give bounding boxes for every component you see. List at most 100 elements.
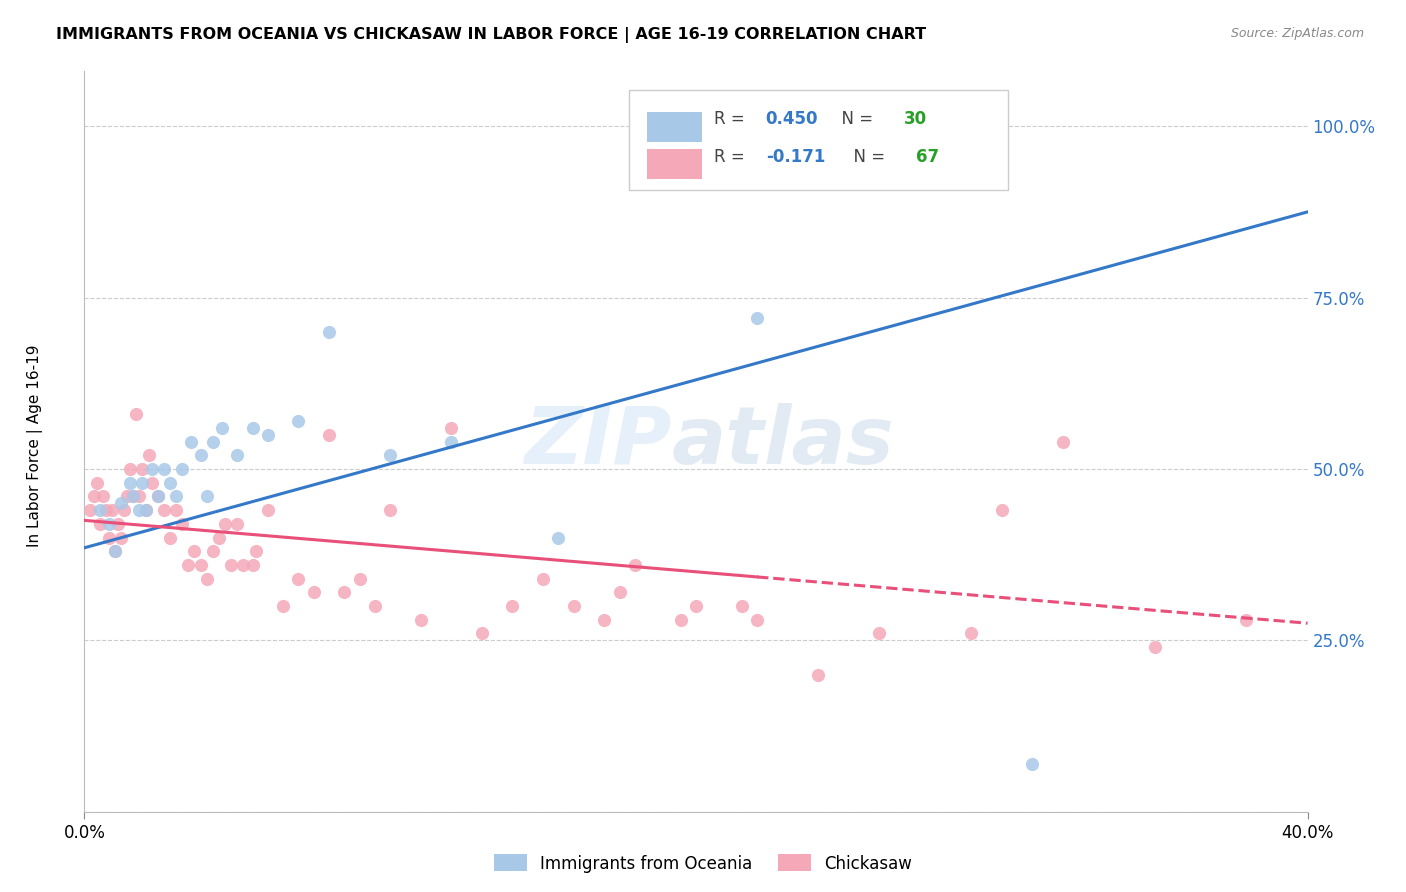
Point — [226, 448, 249, 462]
FancyBboxPatch shape — [647, 149, 702, 178]
Point — [287, 414, 309, 428]
Point — [89, 516, 111, 531]
Point — [135, 503, 157, 517]
Point — [101, 503, 124, 517]
Point — [318, 427, 340, 442]
Text: IMMIGRANTS FROM OCEANIA VS CHICKASAW IN LABOR FORCE | AGE 16-19 CORRELATION CHAR: IMMIGRANTS FROM OCEANIA VS CHICKASAW IN … — [56, 27, 927, 43]
Point — [245, 544, 267, 558]
Text: R =: R = — [714, 111, 751, 128]
Point — [159, 475, 181, 490]
Text: atlas: atlas — [672, 402, 894, 481]
Point — [201, 434, 224, 449]
Point — [471, 626, 494, 640]
Point — [91, 489, 114, 503]
Point — [242, 558, 264, 572]
FancyBboxPatch shape — [647, 112, 702, 142]
Point — [146, 489, 169, 503]
Point — [1052, 434, 1074, 449]
Point — [195, 572, 218, 586]
Point — [165, 503, 187, 517]
FancyBboxPatch shape — [647, 149, 702, 178]
Point — [104, 544, 127, 558]
Text: In Labor Force | Age 16-19: In Labor Force | Age 16-19 — [27, 344, 44, 548]
Point — [232, 558, 254, 572]
Point — [1143, 640, 1166, 655]
Point — [138, 448, 160, 462]
Point — [89, 503, 111, 517]
Text: 67: 67 — [917, 147, 939, 166]
Point — [214, 516, 236, 531]
Point — [242, 421, 264, 435]
Text: ZIP: ZIP — [524, 402, 672, 481]
FancyBboxPatch shape — [647, 112, 702, 142]
Point — [135, 503, 157, 517]
Point — [107, 516, 129, 531]
Point — [128, 503, 150, 517]
Point — [380, 503, 402, 517]
Point — [208, 531, 231, 545]
Point — [1236, 613, 1258, 627]
Point — [685, 599, 707, 613]
Point — [86, 475, 108, 490]
Point — [190, 558, 212, 572]
Point — [502, 599, 524, 613]
Point — [141, 475, 163, 490]
Point — [131, 475, 153, 490]
Point — [110, 496, 132, 510]
Legend: Immigrants from Oceania, Chickasaw: Immigrants from Oceania, Chickasaw — [486, 847, 920, 880]
Point — [165, 489, 187, 503]
Text: -0.171: -0.171 — [766, 147, 825, 166]
Point — [131, 462, 153, 476]
Point — [318, 325, 340, 339]
Point — [807, 667, 830, 681]
Point — [211, 421, 233, 435]
Point — [146, 489, 169, 503]
Text: Source: ZipAtlas.com: Source: ZipAtlas.com — [1230, 27, 1364, 40]
Point — [747, 613, 769, 627]
Point — [125, 407, 148, 421]
Point — [226, 516, 249, 531]
Point — [83, 489, 105, 503]
Point — [110, 531, 132, 545]
Point — [440, 421, 463, 435]
Point — [122, 489, 145, 503]
Point — [177, 558, 200, 572]
Point — [112, 503, 135, 517]
Text: R =: R = — [714, 147, 751, 166]
Point — [409, 613, 432, 627]
Point — [79, 503, 101, 517]
Point — [120, 462, 142, 476]
Point — [747, 311, 769, 326]
Point — [97, 516, 120, 531]
Point — [562, 599, 585, 613]
Text: 0.450: 0.450 — [766, 111, 818, 128]
Point — [991, 503, 1014, 517]
Point — [593, 613, 616, 627]
Point — [180, 434, 202, 449]
Text: N =: N = — [842, 147, 890, 166]
Point — [94, 503, 117, 517]
Point — [183, 544, 205, 558]
Point — [219, 558, 242, 572]
Point — [302, 585, 325, 599]
Point — [172, 462, 194, 476]
Point — [141, 462, 163, 476]
Point — [333, 585, 356, 599]
Point — [172, 516, 194, 531]
Point — [380, 448, 402, 462]
Point — [440, 434, 463, 449]
Point — [120, 475, 142, 490]
Point — [153, 503, 176, 517]
Point — [195, 489, 218, 503]
Point — [153, 462, 176, 476]
Point — [531, 572, 554, 586]
Point — [547, 531, 569, 545]
Text: 30: 30 — [904, 111, 927, 128]
FancyBboxPatch shape — [628, 90, 1008, 190]
Point — [1021, 756, 1043, 771]
Point — [364, 599, 387, 613]
Point — [115, 489, 138, 503]
Point — [349, 572, 371, 586]
Point — [731, 599, 754, 613]
Point — [609, 585, 631, 599]
